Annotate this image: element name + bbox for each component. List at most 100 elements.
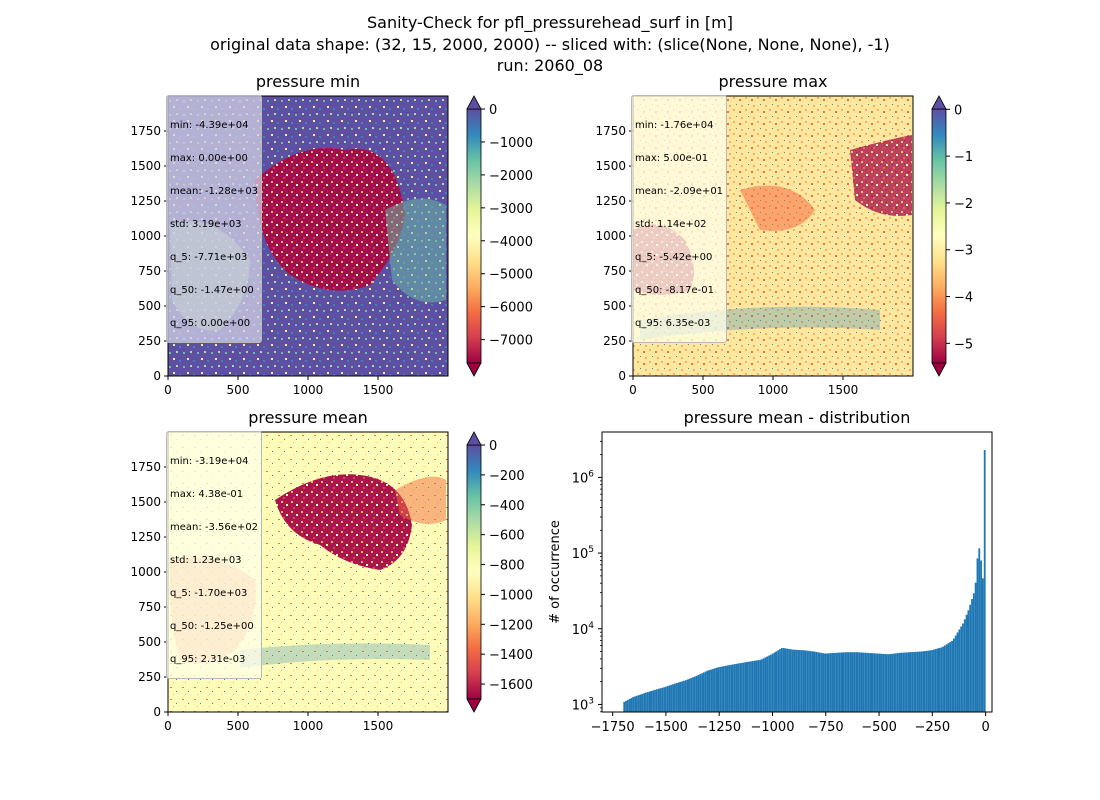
histogram-bar [962,623,964,712]
histogram-bar [916,651,919,712]
stats-mean-line: min: -3.19e+04 [170,456,249,467]
histogram-bar [849,652,852,712]
histogram-bar [726,665,729,712]
x-tick-label: −750 [808,720,844,735]
histogram-bar [853,652,856,712]
y-tick-label: 500 [138,299,161,313]
colorbar-tick-label: 0 [489,439,497,454]
histogram-bar [625,700,627,712]
histogram-bar [945,644,948,712]
colorbar-max-gradient [931,108,947,364]
histogram-bar [777,650,780,712]
histogram-bar [693,676,696,712]
histogram-bar [681,681,684,712]
histogram-bar [898,652,901,712]
histogram-bar [913,651,915,712]
histogram-bar [891,653,894,712]
histogram-bar [925,650,928,712]
histogram-bar [931,650,934,712]
histogram-bar [867,652,870,712]
histogram-bar [811,651,814,712]
histogram-bar [719,666,722,712]
histogram-bar [692,677,694,712]
x-tick-label: 0 [629,383,637,397]
colorbar-max-bottom-arrow [931,362,947,377]
stats-max-line: q_50: -8.17e-01 [635,285,714,296]
histogram-bar [784,648,787,712]
histogram-bar [809,651,812,712]
histogram-bar [936,648,939,712]
stats-min-line: q_95: 0.00e+00 [170,318,251,329]
histogram-bar [739,663,742,712]
histogram-bar [688,678,691,712]
colorbar-tick-label: −5000 [489,268,533,283]
histogram-bar [824,653,827,712]
x-tick-label: 500 [227,719,250,733]
histogram-bar [904,652,906,712]
plot-frame-histogram [601,431,993,713]
histogram-bar [835,652,838,712]
histogram-bar [889,654,892,712]
y-tick-label: 1750 [130,124,161,138]
heatmap-min-dry-region [255,148,405,291]
histogram-bar [938,647,941,712]
colorbar-tick-label: −2 [954,197,973,212]
histogram-bar [666,686,669,712]
heatmap-min-mixed-region-2 [385,198,446,303]
colorbar-mean-bottom-arrow [466,698,482,713]
y-tick-label: 1500 [130,159,161,173]
histogram-bar [871,653,874,712]
histogram-bar [907,652,910,712]
stats-min-line: max: 0.00e+00 [170,153,248,164]
colorbar-tick-label: −2000 [489,169,533,184]
histogram-bar [967,610,970,712]
histogram-bar [844,652,847,712]
panel-title-min: pressure min [255,72,361,91]
histogram-bar [703,672,705,712]
histogram-bar [929,650,932,712]
histogram-bar [773,652,776,712]
histogram-bar [750,661,752,712]
histogram-bar [645,692,647,712]
histogram-bar [920,651,923,712]
colorbar-tick-label: 0 [954,103,962,118]
histogram-bar [732,664,734,712]
histogram-bar [746,661,749,712]
histogram-bar [786,648,789,712]
y-tick-label: 1000 [130,229,161,243]
y-tick-label: 250 [138,334,161,348]
panel-title-max: pressure max [718,72,828,91]
histogram-bar [753,660,756,712]
colorbar-min-top-arrow [466,95,482,110]
x-tick-label: 1000 [758,383,789,397]
histogram-bar [976,558,979,712]
histogram-bar [951,640,953,712]
histogram-axes: −1750 −1500 −1250 −1000 −750 −500 −250 0 103 104 1… [572,440,990,735]
histogram-bar [884,654,886,712]
histogram-bar [668,685,671,712]
colorbar-min-ticks: 0 −1000 −2000 −3000 −4000 −5000 −6000 −7000 [481,103,533,349]
colorbar-tick-label: −1 [954,150,973,165]
histogram-bar [880,653,883,712]
histogram-bar [634,696,636,712]
stats-max-line: std: 1.14e+02 [635,219,707,230]
histogram-bar [971,599,973,712]
heatmap-mean-dry-region [275,474,412,570]
x-tick-label: 500 [692,383,715,397]
histogram-bar [875,653,877,712]
histogram-bar [802,650,805,712]
histogram-bar [842,652,845,712]
histogram-bar [679,681,682,712]
histogram-bar [956,632,959,712]
histogram-bar [717,667,720,712]
histogram-bar [909,652,912,712]
histogram-bar [900,652,903,712]
histogram-bar [768,655,771,712]
histogram-bar [893,653,896,712]
histogram-bar [855,652,857,712]
histogram-bar [760,659,763,712]
colorbar-tick-label: −1200 [489,618,533,633]
y-tick-label: 750 [603,264,626,278]
histogram-bar [791,649,794,712]
stats-min-line: std: 3.19e+03 [170,219,242,230]
